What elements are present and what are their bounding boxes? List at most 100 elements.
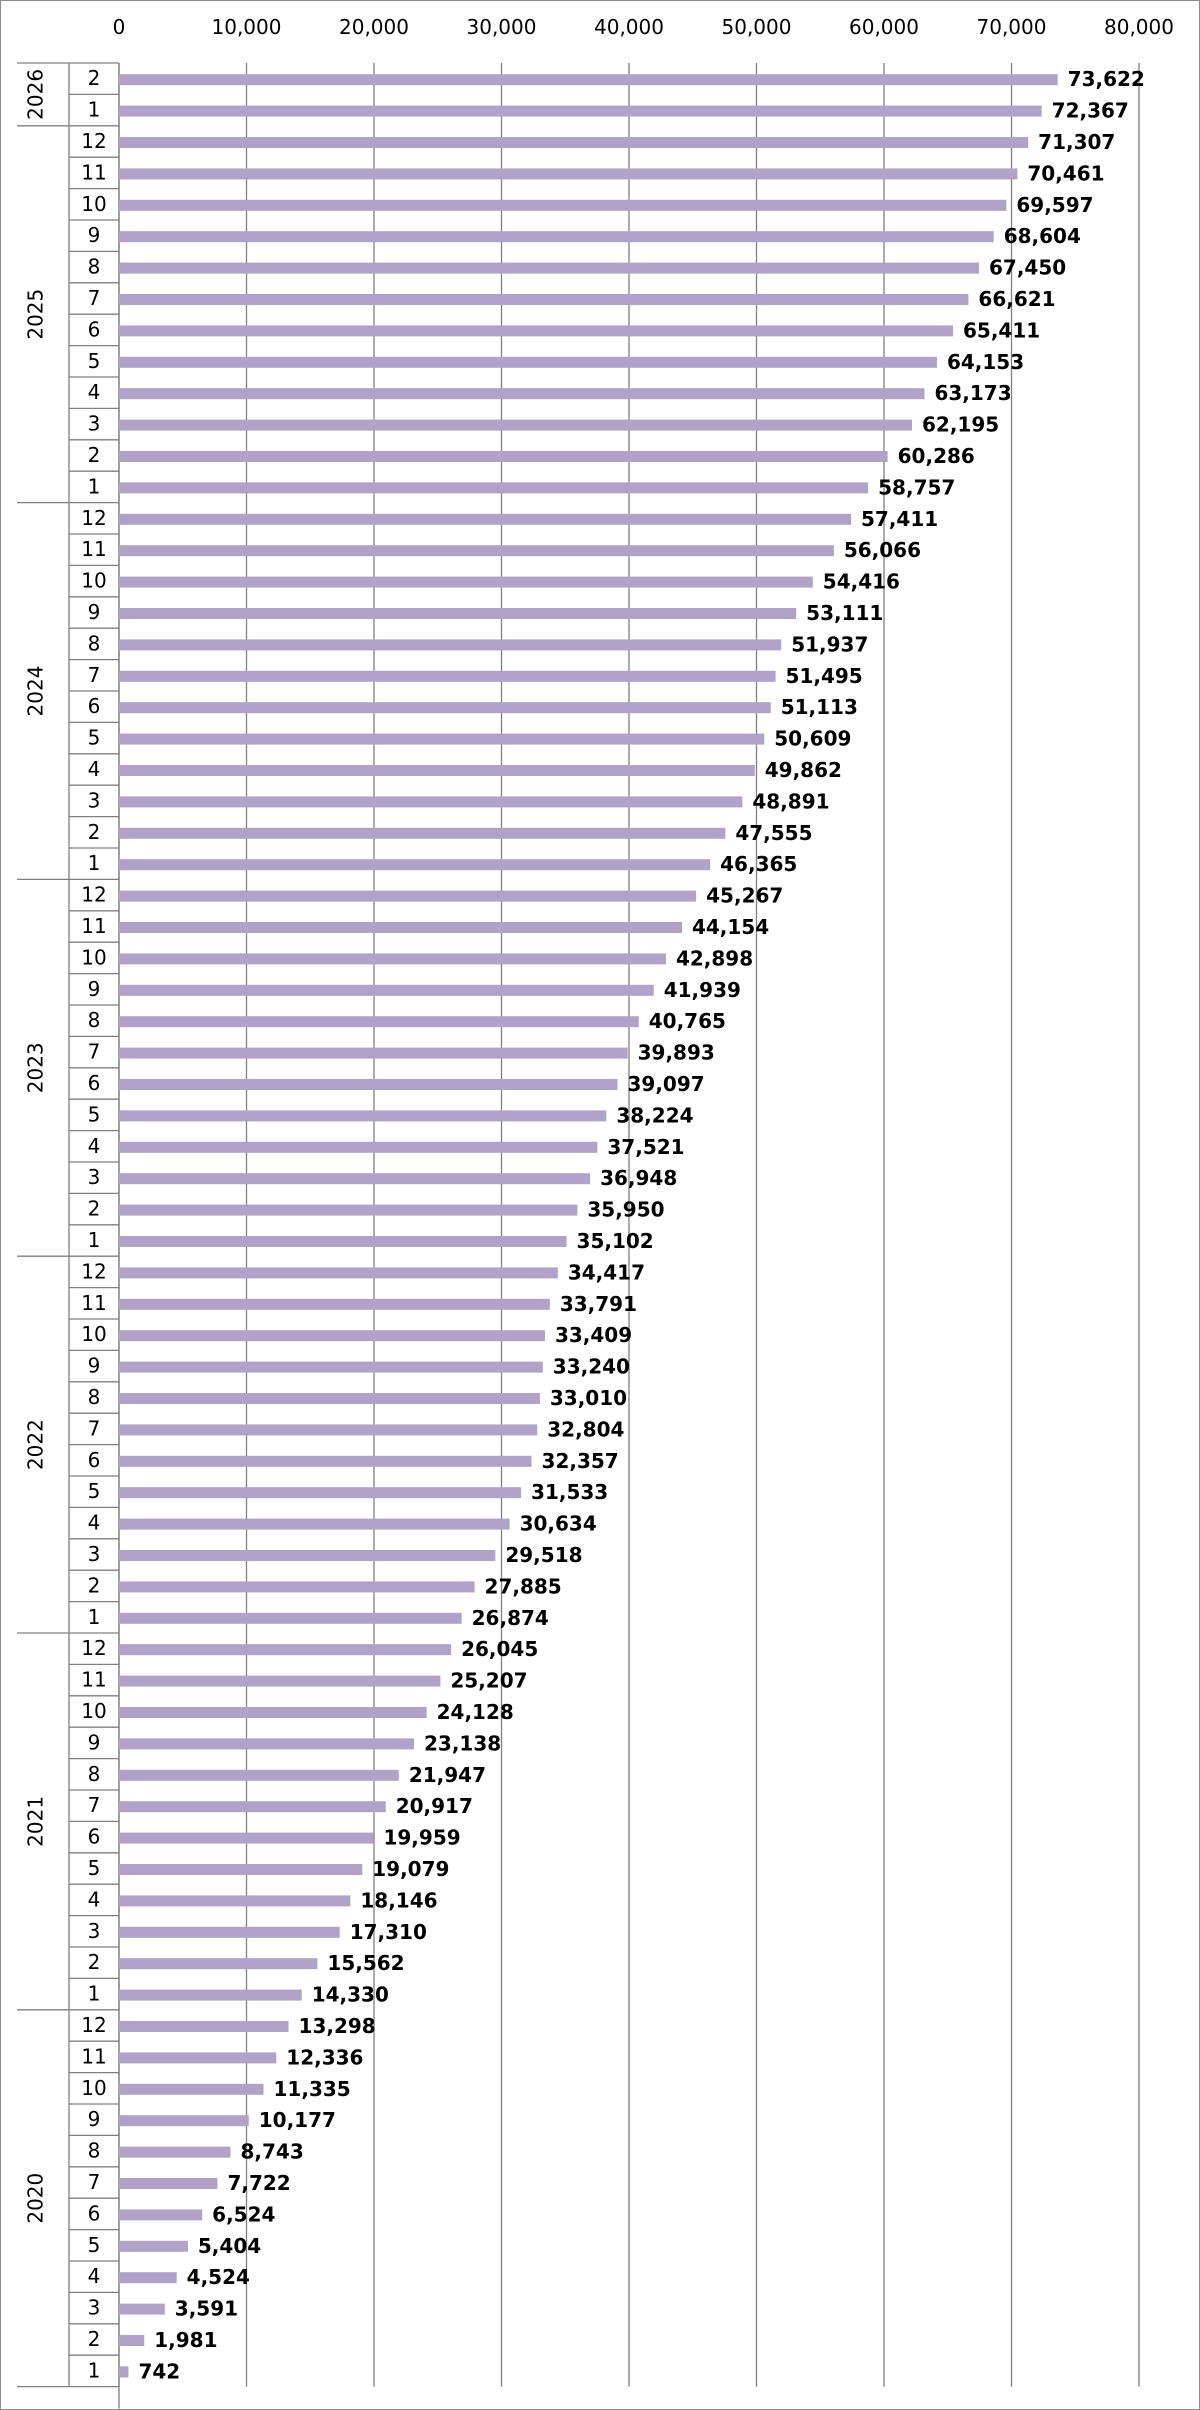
bar xyxy=(119,1707,427,1718)
bar xyxy=(119,2335,145,2346)
x-tick-label: 60,000 xyxy=(849,15,919,39)
month-label: 7 xyxy=(88,286,101,310)
data-label: 51,495 xyxy=(786,664,863,688)
data-label: 18,146 xyxy=(360,1888,437,1912)
month-label: 12 xyxy=(81,883,106,907)
month-label: 3 xyxy=(88,412,101,436)
data-label: 8,743 xyxy=(240,2140,303,2164)
bar xyxy=(119,1204,578,1216)
month-label: 6 xyxy=(88,1825,101,1849)
data-label: 36,948 xyxy=(600,1166,677,1190)
year-label: 2021 xyxy=(24,1796,48,1847)
data-label: 70,461 xyxy=(1027,161,1104,185)
month-label: 6 xyxy=(88,2201,101,2225)
bar xyxy=(119,2272,177,2284)
month-label: 9 xyxy=(88,1730,101,1754)
bar xyxy=(119,1173,591,1185)
data-label: 35,102 xyxy=(577,1229,654,1253)
x-tick-label: 50,000 xyxy=(722,15,792,39)
data-label: 63,173 xyxy=(934,381,1011,405)
bar xyxy=(119,2366,129,2378)
x-tick-label: 80,000 xyxy=(1104,15,1174,39)
month-label: 2 xyxy=(88,66,101,90)
x-axis-ticks: 0 10,000 20,000 30,000 40,000 50,000 60,000 70,… xyxy=(113,15,1174,39)
data-label: 5,404 xyxy=(198,2234,261,2258)
month-label: 10 xyxy=(81,192,106,216)
month-label: 11 xyxy=(81,1291,106,1315)
month-label: 1 xyxy=(88,474,101,498)
category-axis: 2026 212025121110987654321202412111098765… xyxy=(17,62,120,2409)
data-label: 60,286 xyxy=(898,444,975,468)
bar xyxy=(119,356,937,368)
data-label: 31,533 xyxy=(531,1480,608,1504)
bar xyxy=(119,953,666,965)
bar xyxy=(119,702,771,714)
month-label: 3 xyxy=(88,788,101,812)
bar xyxy=(119,1267,558,1279)
month-label: 12 xyxy=(81,2013,106,2037)
month-label: 1 xyxy=(88,851,101,875)
bar xyxy=(119,294,969,305)
year-label: 2020 xyxy=(24,2173,48,2224)
data-label: 49,862 xyxy=(765,758,842,782)
month-label: 7 xyxy=(88,1416,101,1440)
year-label: 2024 xyxy=(24,666,48,717)
bar xyxy=(119,1895,351,1907)
data-label: 20,917 xyxy=(396,1794,473,1818)
data-label: 29,518 xyxy=(505,1543,582,1567)
data-label: 48,891 xyxy=(752,789,829,813)
data-label: 33,409 xyxy=(555,1323,632,1347)
data-label: 57,411 xyxy=(861,507,938,531)
bar xyxy=(119,1236,567,1247)
bar xyxy=(119,419,912,431)
x-tick-label: 20,000 xyxy=(339,15,409,39)
data-label: 45,267 xyxy=(706,884,783,908)
data-label: 15,562 xyxy=(327,1951,404,1975)
bar xyxy=(119,105,1042,117)
bar xyxy=(119,1518,510,1530)
bar xyxy=(119,388,925,400)
bar xyxy=(119,1330,545,1342)
month-label: 12 xyxy=(81,506,106,530)
x-tick-label: 30,000 xyxy=(467,15,537,39)
month-label: 3 xyxy=(88,2296,101,2320)
data-label: 67,450 xyxy=(989,256,1066,280)
data-label: 39,097 xyxy=(627,1072,704,1096)
bar xyxy=(119,1989,302,2001)
month-label: 4 xyxy=(88,380,101,404)
month-label: 7 xyxy=(88,1793,101,1817)
bar xyxy=(119,513,851,525)
bar xyxy=(119,1110,607,1122)
bar xyxy=(119,2052,277,2064)
bar xyxy=(119,1675,441,1687)
data-label: 73,622 xyxy=(1068,67,1145,91)
month-label: 11 xyxy=(81,160,106,184)
bar xyxy=(119,168,1018,180)
data-label: 10,177 xyxy=(259,2108,336,2132)
bar xyxy=(119,2209,203,2221)
bar xyxy=(119,1424,538,1436)
data-label: 25,207 xyxy=(450,1669,527,1693)
data-label: 68,604 xyxy=(1004,224,1081,248)
bar xyxy=(119,670,776,682)
data-label: 32,804 xyxy=(547,1417,624,1441)
data-label: 30,634 xyxy=(520,1512,597,1536)
data-label: 47,555 xyxy=(735,821,812,845)
month-label: 12 xyxy=(81,1636,106,1660)
month-label: 3 xyxy=(88,1165,101,1189)
data-label: 56,066 xyxy=(844,538,921,562)
month-label: 2 xyxy=(88,820,101,844)
data-label: 12,336 xyxy=(286,2045,363,2069)
data-label: 13,298 xyxy=(299,2014,376,2038)
month-label: 8 xyxy=(88,1008,101,1032)
month-label: 7 xyxy=(88,663,101,687)
month-label: 1 xyxy=(88,1228,101,1252)
month-label: 2 xyxy=(88,443,101,467)
month-label: 4 xyxy=(88,1134,101,1158)
month-label: 1 xyxy=(88,98,101,122)
bar xyxy=(119,1455,532,1467)
data-label: 27,885 xyxy=(485,1574,562,1598)
year-label: 2026 xyxy=(24,69,48,120)
bar xyxy=(119,1298,550,1310)
month-label: 10 xyxy=(81,2076,106,2100)
